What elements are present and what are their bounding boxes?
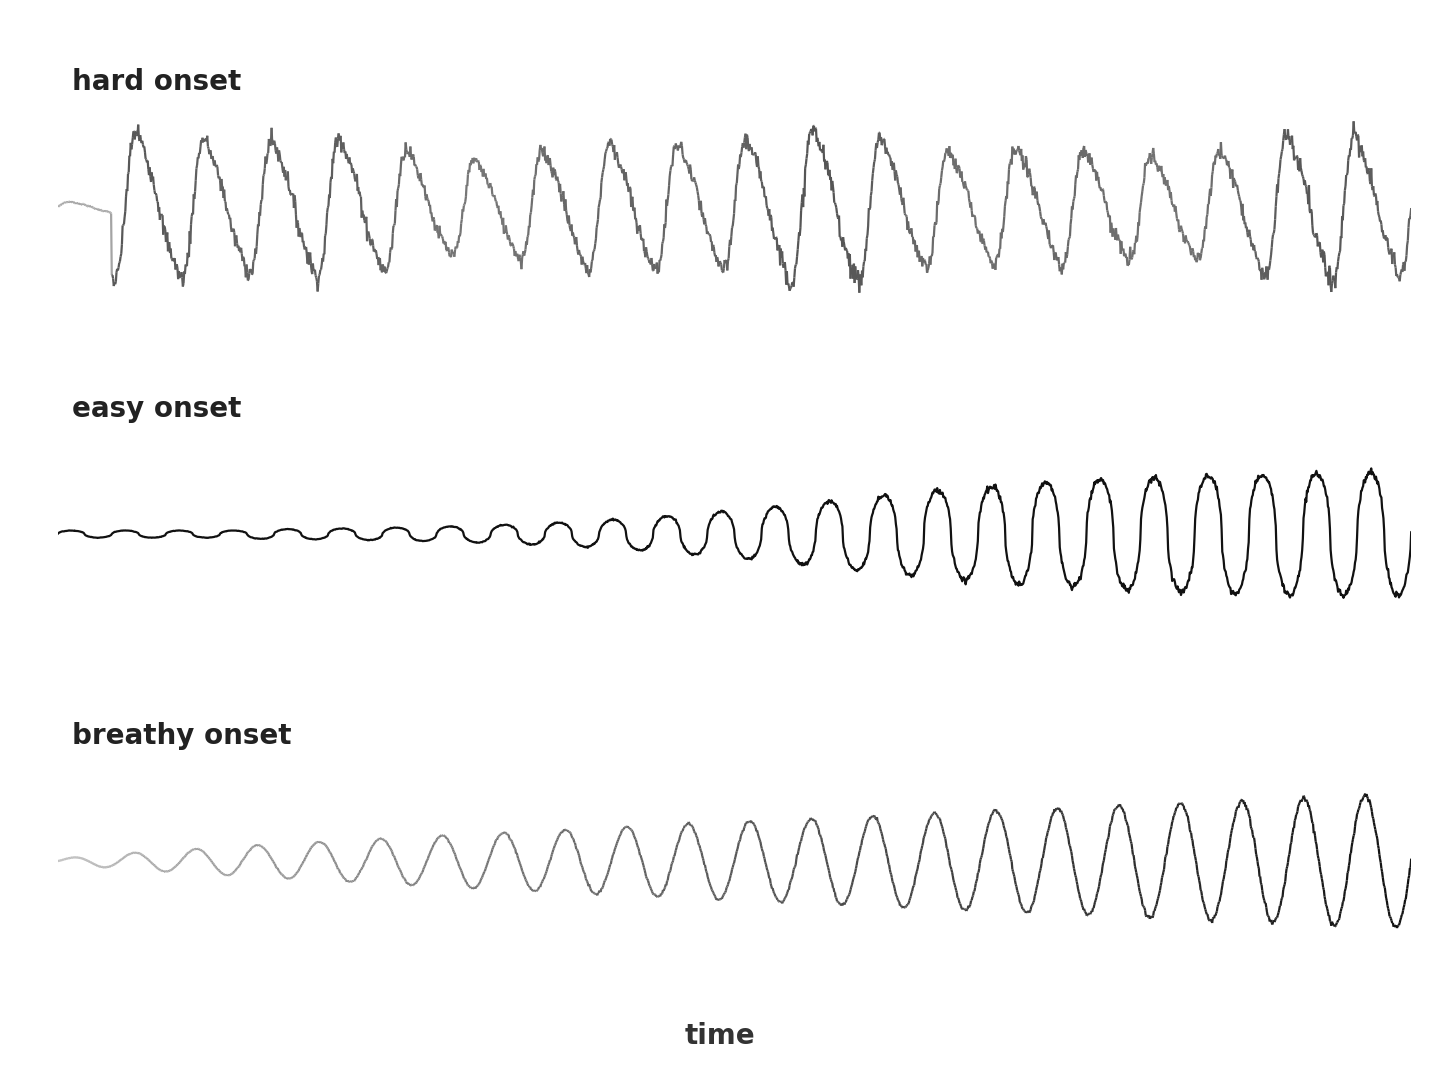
Text: time: time xyxy=(684,1021,756,1050)
Text: breathy onset: breathy onset xyxy=(72,722,291,750)
Text: hard onset: hard onset xyxy=(72,68,242,96)
Text: easy onset: easy onset xyxy=(72,395,242,423)
